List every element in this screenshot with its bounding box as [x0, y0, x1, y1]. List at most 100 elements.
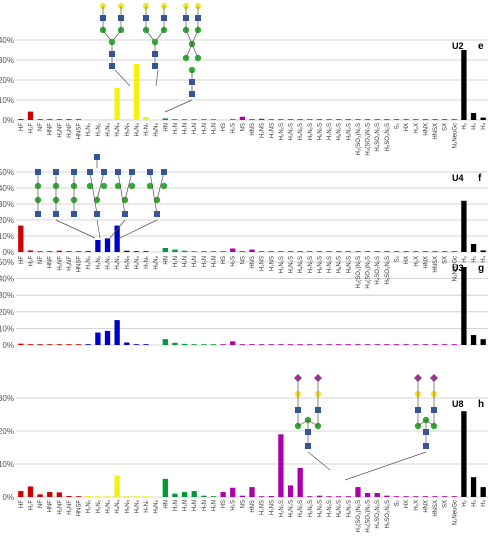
x-tick-label: HNS [250, 256, 256, 269]
bar [451, 119, 457, 120]
mannose-circle-icon [146, 182, 154, 190]
x-tick-label: HF [19, 123, 25, 131]
bar [432, 344, 438, 345]
glycan-link-line [155, 69, 159, 87]
x-tick-label: H₃N₃ [106, 255, 112, 269]
x-tick-label: S₂ [394, 122, 400, 129]
x-tick-label: H₆N [211, 500, 217, 511]
x-tick-label: NS [240, 256, 246, 264]
x-tick-label: H₈N₂S [337, 123, 343, 140]
bar [470, 477, 477, 497]
bar [249, 344, 255, 345]
bar [162, 339, 168, 345]
bar [230, 487, 236, 497]
bar [230, 248, 236, 252]
bar [143, 117, 149, 120]
bar [278, 344, 284, 345]
x-tick-label: H₃N₂ [96, 122, 102, 136]
bar [56, 250, 62, 252]
y-tick-label: 30% [0, 394, 14, 403]
x-tick-label: HX [404, 500, 410, 508]
x-tick-label: H₃N₂S [289, 123, 295, 140]
x-tick-label: H₄N [192, 500, 198, 511]
bar [75, 496, 82, 497]
y-tick-label: 50% [0, 168, 14, 177]
x-tick-label: H₉N₂S [346, 500, 352, 517]
x-tick-label: H₈N₈ [154, 499, 160, 513]
y-tick-label: 30% [0, 200, 14, 209]
x-tick-label: S₂ [394, 255, 400, 262]
x-tick-label: H₃N [183, 500, 189, 511]
x-tick-label: HS [221, 123, 227, 131]
mannose-circle-icon [160, 182, 168, 190]
bar [37, 344, 43, 345]
x-tick-label: H₄N₂S [298, 256, 304, 273]
bar [104, 238, 111, 252]
x-tick-label: H₂N₂S [279, 123, 285, 140]
x-tick-label: H₂NF [57, 500, 63, 515]
bar [133, 344, 140, 345]
bar [297, 344, 303, 345]
x-tick-label: H₂NF [57, 256, 63, 271]
x-tick-label: H₂(SO₃)N₂S [356, 500, 362, 532]
y-tick-label: 30% [0, 56, 14, 65]
x-tick-label: SX [443, 500, 449, 508]
y-tick-label: 20% [0, 76, 14, 85]
bar [133, 64, 140, 120]
y-tick-label: 0% [2, 341, 14, 350]
x-tick-label: H₃N₃ [106, 499, 112, 513]
bar [326, 119, 332, 120]
x-tick-label: H₄ [481, 122, 487, 129]
bar [307, 251, 313, 252]
x-tick-label: H₃NS [269, 256, 275, 271]
x-tick-label: H₂N₂S [279, 256, 285, 273]
y-tick-label: 30% [0, 291, 14, 300]
bar [114, 475, 120, 497]
mannose-circle-icon [128, 182, 136, 190]
bar [422, 344, 429, 345]
panel-letter: f [478, 173, 482, 184]
x-tick-label: H₆N₂S [317, 256, 323, 273]
glycan-link-line [96, 171, 105, 201]
x-tick-label: SX [443, 123, 449, 131]
x-tick-label: NF [38, 500, 44, 508]
bar [451, 344, 457, 345]
x-tick-label: H₃ [472, 122, 478, 129]
bar [278, 434, 284, 497]
panel-U4: 0% 10% 20% 30% 40% 50% U4 f [0, 168, 488, 257]
x-tick-label: H₃(SO₃)N₂S [366, 123, 372, 156]
bar [345, 496, 351, 497]
x-tick-label: H₃N₂ [96, 255, 102, 269]
bar [37, 494, 43, 497]
bar [297, 467, 303, 497]
x-tick-label: NF [38, 123, 44, 131]
x-tick-label: H₂(SO₃)N₂S [356, 256, 362, 288]
bar [403, 496, 409, 497]
x-tick-label: H₂X [414, 500, 420, 511]
bar [413, 251, 419, 252]
bar [95, 496, 101, 497]
bar [384, 344, 390, 345]
x-tick-label: H₅N₅ [125, 499, 131, 513]
x-tick-label: HNS [250, 500, 256, 513]
bar [442, 344, 448, 345]
bar [143, 251, 149, 252]
x-tick-label: HNF [48, 123, 54, 136]
x-tick-label: H₉N₂S [346, 256, 352, 273]
glycan-link-line [191, 29, 199, 45]
bar [374, 493, 380, 497]
x-tick-label: H₆N₂S [317, 123, 323, 140]
x-tick-label: H₅N₅ [125, 255, 131, 269]
bar [393, 251, 400, 252]
x-tick-label: HNSF [77, 256, 83, 273]
bar [278, 119, 284, 120]
bar [239, 251, 246, 252]
x-tick-label: H₂S [231, 123, 237, 134]
y-tick-label: 20% [0, 308, 14, 317]
bar [239, 116, 246, 120]
glycan-link-line [119, 219, 158, 239]
x-tick-label: H₃N₂S [289, 256, 295, 273]
x-tick-label: H₃N₃ [106, 122, 112, 136]
bar [258, 118, 265, 120]
bar [27, 344, 34, 345]
